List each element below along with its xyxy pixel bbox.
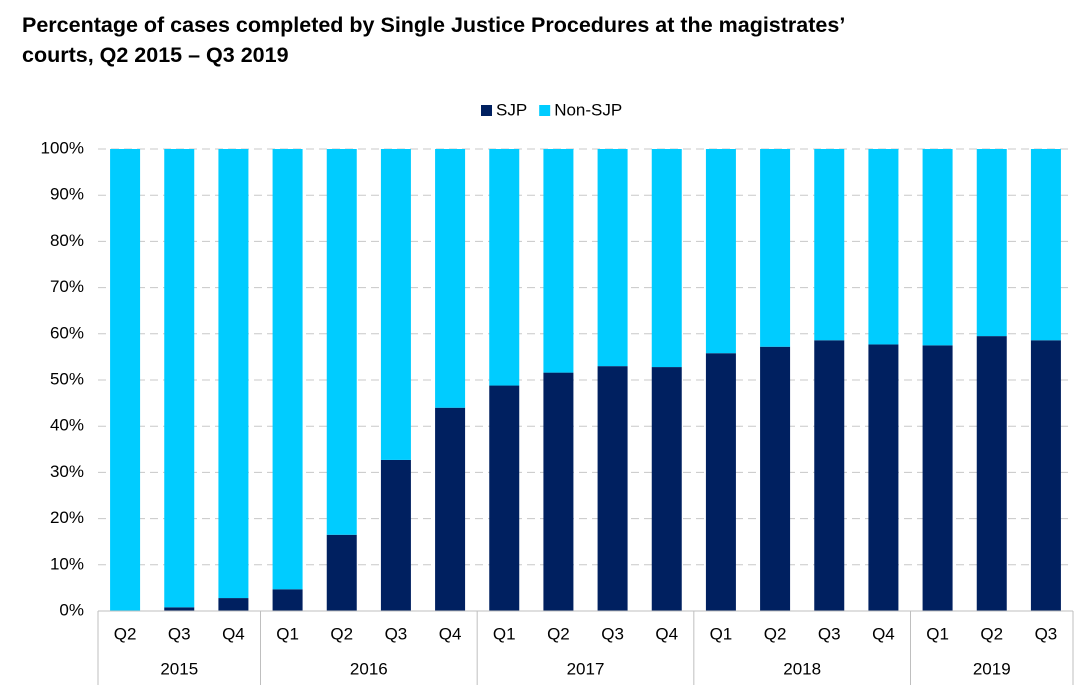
x-tick-label: Q4 [655,624,678,643]
bar-segment [705,353,736,611]
bar-segment [326,534,357,611]
bar-segment [651,149,682,368]
x-tick-label: Q4 [222,624,245,643]
bar-segment [760,346,791,611]
bar-segment [760,149,791,347]
x-tick-label: Q2 [330,624,353,643]
x-tick-label: Q1 [276,624,299,643]
x-group-label: 2018 [783,659,821,678]
y-tick-label: 70% [50,277,84,296]
y-tick-label: 100% [41,138,84,157]
y-tick-label: 60% [50,323,84,342]
x-group-label: 2016 [350,659,388,678]
bar-segment [814,340,845,611]
x-tick-label: Q3 [818,624,841,643]
bar-segment [868,344,899,611]
bar-segment [218,598,249,611]
bar-segment [272,589,303,611]
bar-segment [326,149,357,535]
y-tick-label: 50% [50,369,84,388]
x-tick-label: Q2 [114,624,137,643]
chart-title: Percentage of cases completed by Single … [22,13,845,67]
bar-segment [814,149,845,341]
y-tick-label: 20% [50,508,84,527]
x-tick-label: Q2 [547,624,570,643]
x-group-label: 2017 [567,659,605,678]
bar-segment [705,149,736,354]
x-tick-label: Q1 [710,624,733,643]
bar-segment [380,459,411,611]
x-tick-label: Q1 [493,624,516,643]
y-tick-label: 10% [50,554,84,573]
y-tick-label: 40% [50,416,84,435]
x-tick-label: Q4 [872,624,895,643]
legend-label: SJP [496,100,527,119]
x-tick-label: Q2 [980,624,1003,643]
bar-segment [435,149,466,408]
bar-segment [218,149,249,599]
bar-segment [110,149,141,611]
y-tick-label: 30% [50,462,84,481]
x-tick-label: Q3 [385,624,408,643]
bar-segment [380,149,411,460]
bar-segment [1030,149,1061,341]
x-tick-label: Q2 [764,624,787,643]
x-group-label: 2019 [973,659,1011,678]
bar-segment [922,149,953,346]
bar-segment [976,149,1007,337]
bar-segment [489,385,520,611]
x-tick-label: Q4 [439,624,462,643]
y-tick-label: 90% [50,185,84,204]
bar-segment [489,149,520,386]
bar-segment [435,407,466,611]
x-tick-label: Q3 [1035,624,1058,643]
y-tick-label: 0% [59,600,84,619]
bar-segment [651,367,682,611]
bar-segment [976,336,1007,611]
bar-segment [164,607,195,611]
bar-segment [543,372,574,611]
legend-swatch [539,105,551,116]
bar-segment [272,149,303,590]
bar-segment [1030,340,1061,611]
x-group-label: 2015 [160,659,198,678]
legend-label: Non-SJP [554,100,622,119]
bar-segment [164,149,195,608]
x-tick-label: Q3 [601,624,624,643]
x-tick-label: Q3 [168,624,191,643]
x-tick-label: Q1 [926,624,949,643]
bar-segment [868,149,899,345]
bar-segment [597,366,628,611]
legend-swatch [481,105,492,116]
bar-segment [543,149,574,373]
y-tick-label: 80% [50,231,84,250]
bar-segment [597,149,628,367]
bar-segment [922,345,953,611]
